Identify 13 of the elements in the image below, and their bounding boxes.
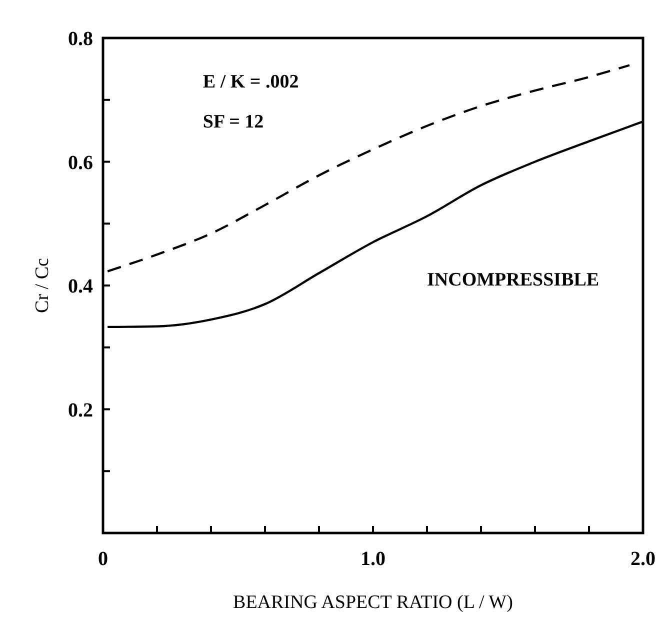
y-tick-label: 0.8	[68, 28, 93, 50]
annotation: SF = 12	[202, 112, 264, 133]
x-tick-label: 1.0	[360, 548, 386, 570]
y-tick-label: 0.6	[68, 152, 93, 174]
y-tick-label: 0.4	[68, 276, 93, 298]
y-axis-title: Cr / Cc	[32, 258, 53, 313]
x-tick-label: 0	[98, 548, 108, 570]
x-axis-title: BEARING ASPECT RATIO (L / W)	[233, 592, 513, 613]
y-tick-label: 0.2	[68, 399, 93, 422]
x-tick-label: 2.0	[630, 548, 656, 570]
annotation: INCOMPRESSIBLE	[427, 270, 600, 290]
line-series	[106, 64, 631, 272]
annotation: E / K = .002	[202, 72, 299, 92]
